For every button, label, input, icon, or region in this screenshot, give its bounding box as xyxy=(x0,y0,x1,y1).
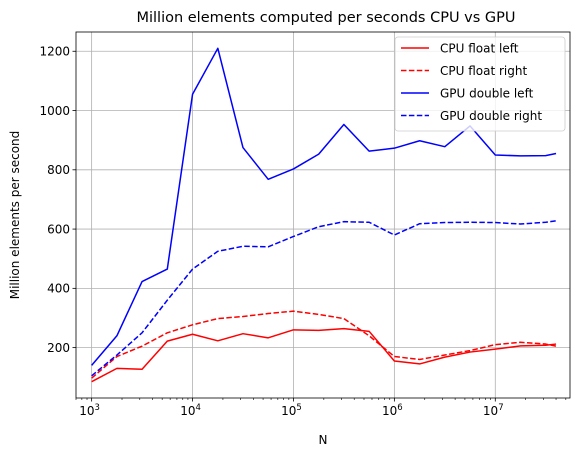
x-axis-label: N xyxy=(319,433,328,447)
chart-title: Million elements computed per seconds CP… xyxy=(136,10,515,26)
y-tick-label: 800 xyxy=(47,163,70,177)
x-tick-label: 104 xyxy=(180,403,201,418)
legend-label-4: GPU double right xyxy=(440,109,542,123)
legend: CPU float left CPU float right GPU double … xyxy=(394,36,566,132)
y-axis-label: Million elements per second xyxy=(8,131,22,300)
series-line-3 xyxy=(91,47,557,366)
legend-label-2: CPU float right xyxy=(440,64,527,78)
x-tick-label: 103 xyxy=(79,403,100,418)
y-tick-label: 400 xyxy=(47,282,70,296)
y-tick-label: 200 xyxy=(47,341,70,355)
x-tick-label: 106 xyxy=(382,403,403,418)
y-tick-label: 600 xyxy=(47,222,70,236)
plot-frame xyxy=(75,31,571,399)
x-tick-label: 107 xyxy=(483,403,504,418)
series-line-4 xyxy=(91,220,557,377)
y-tick-label: 1000 xyxy=(39,104,70,118)
ticks: 200 400 600 800 1000 1200 103 104 105 106 107 xyxy=(39,45,567,418)
series-line-1 xyxy=(91,327,557,383)
x-tick-label: 105 xyxy=(281,403,302,418)
series-line-2 xyxy=(91,310,557,379)
legend-label-3: GPU double left xyxy=(440,86,534,100)
series-layer xyxy=(91,47,557,383)
legend-box xyxy=(394,36,566,132)
legend-label-1: CPU float left xyxy=(440,41,519,55)
y-tick-label: 1200 xyxy=(39,45,70,59)
